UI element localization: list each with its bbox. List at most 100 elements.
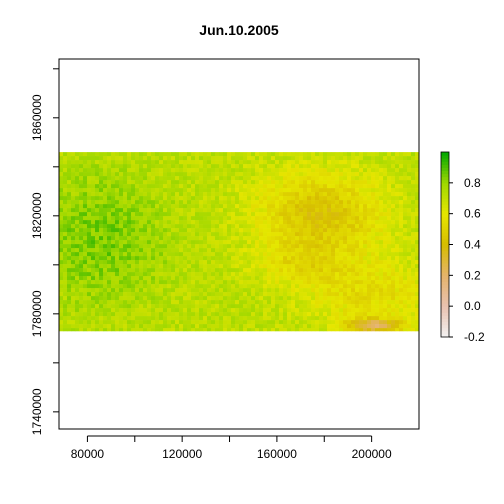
raster-cell	[403, 300, 408, 305]
raster-cell	[411, 300, 416, 305]
raster-cell	[99, 288, 104, 293]
raster-cell	[203, 292, 208, 297]
raster-cell	[367, 316, 372, 321]
raster-cell	[91, 228, 96, 233]
raster-cell	[351, 172, 356, 177]
raster-cell	[331, 236, 336, 241]
raster-cell	[155, 308, 160, 313]
raster-cell	[211, 280, 216, 285]
raster-cell	[255, 256, 260, 261]
raster-cell	[183, 236, 188, 241]
raster-cell	[403, 196, 408, 201]
raster-cell	[339, 288, 344, 293]
raster-cell	[367, 284, 372, 289]
raster-cell	[99, 272, 104, 277]
raster-cell	[91, 184, 96, 189]
raster-cell	[75, 196, 80, 201]
raster-cell	[243, 276, 248, 281]
raster-cell	[199, 324, 204, 329]
raster-cell	[383, 316, 388, 321]
raster-cell	[167, 172, 172, 177]
colorbar-swatch	[441, 207, 449, 212]
raster-cell	[379, 192, 384, 197]
raster-cell	[303, 252, 308, 257]
raster-cell	[87, 172, 92, 177]
raster-cell	[279, 312, 284, 317]
raster-cell	[395, 276, 400, 281]
raster-cell	[387, 272, 392, 277]
raster-cell	[91, 288, 96, 293]
raster-cell	[59, 248, 64, 253]
raster-cell	[135, 276, 140, 281]
raster-cell	[363, 204, 368, 209]
raster-cell	[107, 188, 112, 193]
raster-cell	[211, 308, 216, 313]
raster-cell	[107, 308, 112, 313]
raster-cell	[155, 224, 160, 229]
raster-cell	[99, 284, 104, 289]
raster-cell	[379, 156, 384, 161]
raster-cell	[171, 176, 176, 181]
raster-cell	[379, 320, 384, 325]
raster-cell	[243, 196, 248, 201]
raster-cell	[303, 304, 308, 309]
raster-cell	[379, 164, 384, 169]
raster-cell	[359, 208, 364, 213]
raster-cell	[263, 324, 268, 329]
raster-cell	[147, 280, 152, 285]
raster-cell	[283, 328, 288, 332]
raster-cell	[67, 280, 72, 285]
raster-cell	[191, 288, 196, 293]
raster-cell	[251, 248, 256, 253]
raster-cell	[311, 176, 316, 181]
raster-cell	[403, 192, 408, 197]
raster-cell	[323, 184, 328, 189]
raster-cell	[327, 240, 332, 245]
raster-cell	[131, 260, 136, 265]
raster-cell	[339, 264, 344, 269]
raster-cell	[283, 180, 288, 185]
raster-cell	[291, 236, 296, 241]
raster-cell	[375, 200, 380, 205]
raster-cell	[367, 228, 372, 233]
raster-cell	[223, 228, 228, 233]
raster-cell	[103, 324, 108, 329]
raster-cell	[355, 256, 360, 261]
raster-cell	[123, 316, 128, 321]
raster-cell	[203, 216, 208, 221]
raster-cell	[223, 240, 228, 245]
raster-cell	[307, 152, 312, 157]
raster-cell	[339, 256, 344, 261]
raster-cell	[299, 292, 304, 297]
raster-cell	[255, 204, 260, 209]
raster-cell	[95, 236, 100, 241]
raster-cell	[151, 320, 156, 325]
raster-cell	[59, 220, 64, 225]
raster-cell	[195, 172, 200, 177]
raster-cell	[379, 208, 384, 213]
raster-cell	[191, 208, 196, 213]
raster-cell	[139, 324, 144, 329]
raster-cell	[207, 220, 212, 225]
raster-cell	[171, 288, 176, 293]
raster-cell	[351, 288, 356, 293]
raster-cell	[123, 284, 128, 289]
raster-cell	[411, 236, 416, 241]
raster-cell	[255, 192, 260, 197]
raster-cell	[283, 272, 288, 277]
raster-cell	[315, 200, 320, 205]
raster-cell	[259, 248, 264, 253]
raster-cell	[215, 272, 220, 277]
raster-cell	[75, 184, 80, 189]
raster-cell	[203, 180, 208, 185]
raster-cell	[179, 220, 184, 225]
raster-cell	[75, 224, 80, 229]
raster-cell	[275, 320, 280, 325]
raster-cell	[95, 240, 100, 245]
raster-cell	[355, 208, 360, 213]
raster-cell	[159, 156, 164, 161]
raster-cell	[323, 160, 328, 165]
colorbar-tick-label: 0.8	[464, 176, 481, 190]
raster-cell	[375, 156, 380, 161]
raster-cell	[347, 212, 352, 217]
